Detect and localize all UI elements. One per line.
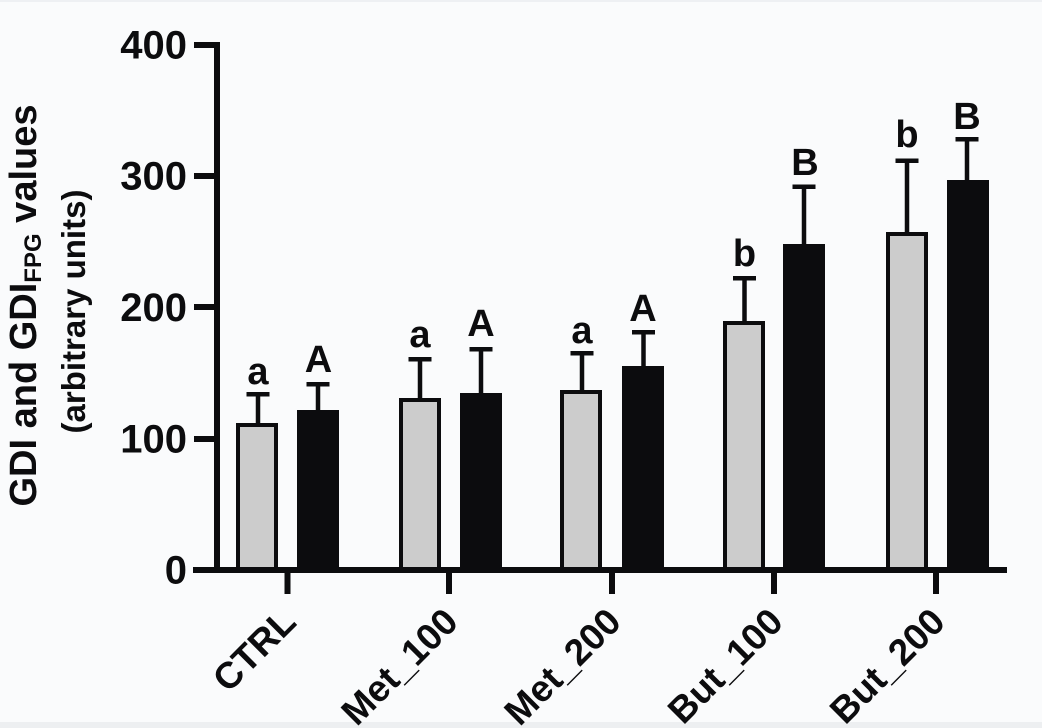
svg-text:a: a xyxy=(247,351,269,393)
svg-text:A: A xyxy=(305,339,332,381)
svg-text:100: 100 xyxy=(120,418,187,462)
svg-text:B: B xyxy=(953,96,980,138)
svg-text:GDI and GDIFPG values: GDI and GDIFPG values xyxy=(3,104,47,506)
svg-text:A: A xyxy=(629,288,656,330)
svg-text:b: b xyxy=(733,233,756,275)
svg-text:A: A xyxy=(467,303,494,345)
svg-text:400: 400 xyxy=(120,24,187,68)
svg-text:B: B xyxy=(791,142,818,184)
svg-text:0: 0 xyxy=(165,549,187,593)
svg-text:a: a xyxy=(409,314,431,356)
svg-text:300: 300 xyxy=(120,155,187,199)
svg-text:b: b xyxy=(895,114,918,156)
svg-text:a: a xyxy=(571,310,593,352)
svg-text:200: 200 xyxy=(120,286,187,330)
svg-text:(arbitrary units): (arbitrary units) xyxy=(55,190,92,434)
